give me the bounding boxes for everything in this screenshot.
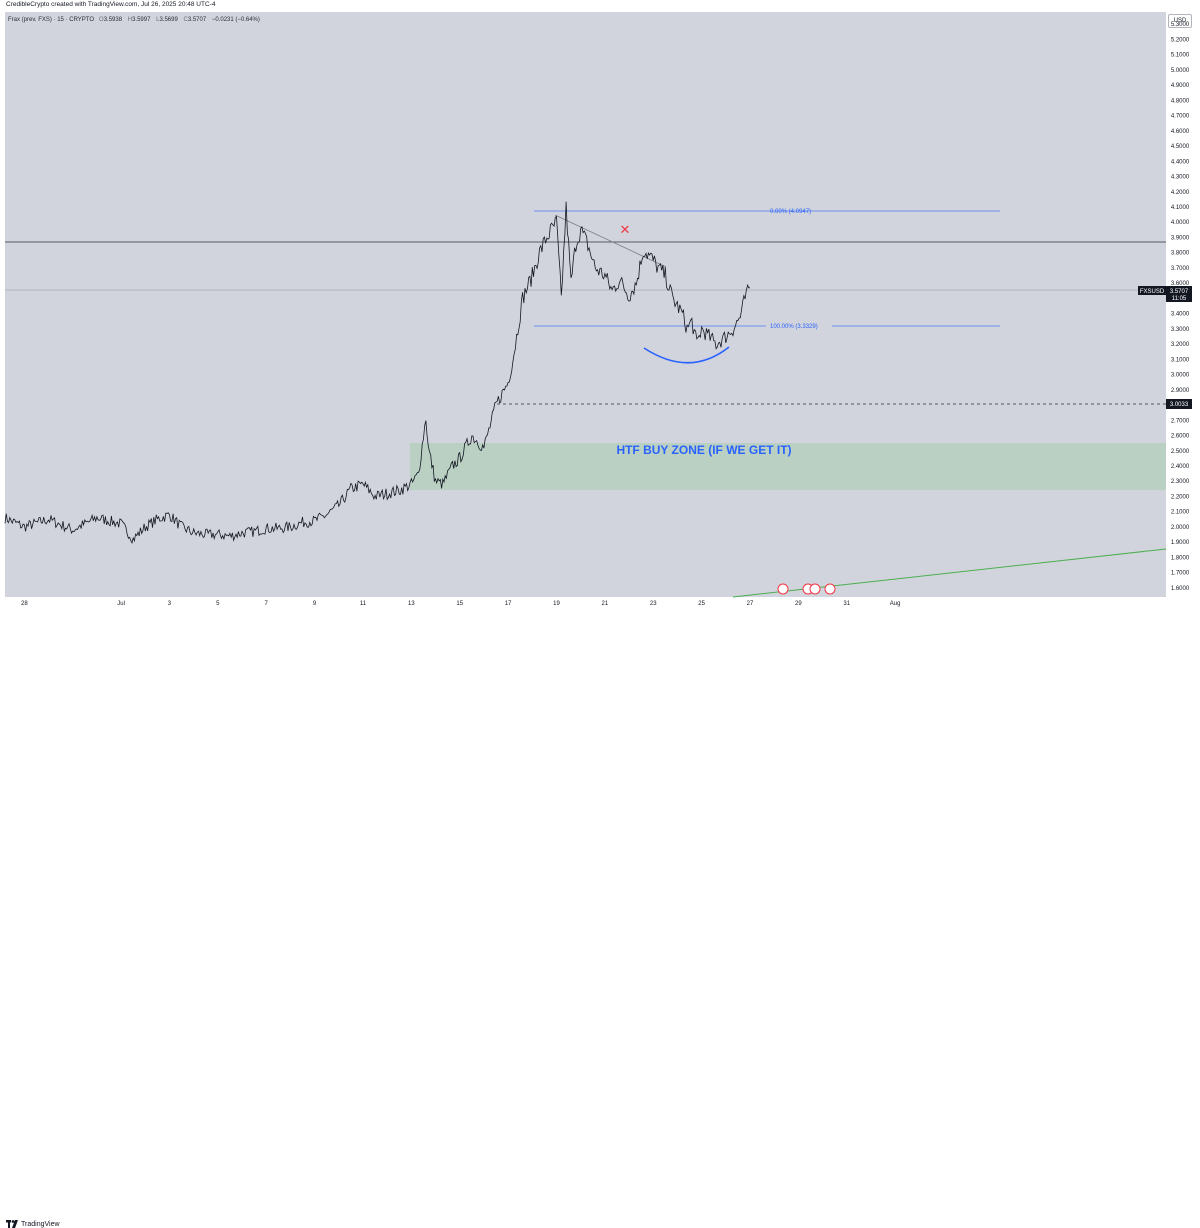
- x-tick-label: 31: [843, 601, 850, 607]
- x-tick-label: 13: [408, 601, 415, 607]
- y-tick-label: 2.4000: [1171, 464, 1190, 470]
- x-tick-label: 5: [216, 601, 220, 607]
- rounded-bottom-arc[interactable]: [644, 347, 729, 363]
- price-series-group: [5, 202, 750, 543]
- y-tick-label: 3.2000: [1171, 342, 1190, 348]
- current-price-badge: 3.5707: [1170, 289, 1189, 295]
- x-tick-label: Aug: [890, 601, 901, 607]
- tradingview-logo[interactable]: TradingView: [6, 1220, 60, 1228]
- x-tick-label: 28: [21, 601, 28, 607]
- event-flag-icon[interactable]: [825, 584, 835, 594]
- y-tick-labels: 5.3000 5.2000 5.1000 5.0000 4.9000 4.8000 4.70…: [1171, 22, 1190, 592]
- y-tick-label: 3.0000: [1171, 373, 1190, 379]
- chart-svg: HTF BUY ZONE (IF WE GET IT) 0.00% (4.094…: [0, 0, 1200, 626]
- y-tick-label: 2.5000: [1171, 449, 1190, 455]
- y-tick-label: 2.1000: [1171, 510, 1190, 516]
- x-tick-label: 17: [505, 601, 512, 607]
- x-tick-label: 7: [265, 601, 269, 607]
- y-tick-label: 4.2000: [1171, 190, 1190, 196]
- y-tick-label: 2.9000: [1171, 388, 1190, 394]
- y-tick-label: 2.0000: [1171, 525, 1190, 531]
- y-tick-label: 4.9000: [1171, 83, 1190, 89]
- y-tick-label: 3.8000: [1171, 251, 1190, 257]
- y-tick-label: 4.6000: [1171, 129, 1190, 135]
- x-tick-label: 15: [456, 601, 463, 607]
- x-tick-label: 23: [650, 601, 657, 607]
- y-tick-label: 2.6000: [1171, 434, 1190, 440]
- y-tick-label: 3.3000: [1171, 327, 1190, 333]
- x-tick-labels: 28 Jul 3 5 7 9 11 13 15 17 19 21 23 25 27 29 31 Aug: [21, 601, 900, 607]
- y-tick-label: 5.2000: [1171, 37, 1190, 43]
- event-flag-icon[interactable]: [810, 584, 820, 594]
- x-tick-label: Jul: [117, 601, 125, 607]
- fib-top-label: 0.00% (4.0947): [770, 209, 811, 215]
- y-tick-label: 3.1000: [1171, 357, 1190, 363]
- y-tick-label: 1.9000: [1171, 540, 1190, 546]
- descending-trendline[interactable]: [555, 215, 666, 267]
- buy-zone-label: HTF BUY ZONE (IF WE GET IT): [616, 443, 791, 457]
- y-tick-label: 5.0000: [1171, 68, 1190, 74]
- footer: TradingView: [0, 608, 1200, 626]
- x-tick-label: 21: [602, 601, 609, 607]
- y-tick-label: 4.3000: [1171, 175, 1190, 181]
- y-tick-label: 1.8000: [1171, 555, 1190, 561]
- economic-events[interactable]: [778, 584, 835, 594]
- y-tick-label: 5.3000: [1171, 22, 1190, 28]
- red-cross-mark: ✕: [620, 222, 631, 237]
- level-price-badge: 3.0033: [1170, 402, 1189, 408]
- x-tick-label: 25: [698, 601, 705, 607]
- tradingview-logo-icon: [6, 1220, 18, 1228]
- x-tick-label: 29: [795, 601, 802, 607]
- x-tick-label: 11: [360, 601, 367, 607]
- fib-bottom-label: 100.00% (3.3329): [770, 324, 818, 330]
- ticker-badge: FXSUSD: [1140, 289, 1165, 295]
- x-tick-label: 27: [747, 601, 754, 607]
- y-tick-label: 4.8000: [1171, 98, 1190, 104]
- y-tick-label: 1.7000: [1171, 571, 1190, 577]
- y-tick-label: 2.3000: [1171, 479, 1190, 485]
- green-trendline[interactable]: [733, 549, 1166, 597]
- y-tick-label: 3.4000: [1171, 312, 1190, 318]
- y-tick-label: 4.7000: [1171, 114, 1190, 120]
- y-tick-label: 5.1000: [1171, 53, 1190, 59]
- y-tick-label: 3.9000: [1171, 235, 1190, 241]
- y-tick-label: 2.7000: [1171, 418, 1190, 424]
- event-flag-icon[interactable]: [778, 584, 788, 594]
- x-tick-label: 19: [553, 601, 560, 607]
- y-tick-label: 4.0000: [1171, 220, 1190, 226]
- y-tick-label: 4.4000: [1171, 159, 1190, 165]
- x-tick-label: 9: [313, 601, 317, 607]
- price-series-line[interactable]: [5, 202, 750, 543]
- y-tick-label: 3.7000: [1171, 266, 1190, 272]
- y-tick-label: 4.5000: [1171, 144, 1190, 150]
- x-tick-label: 3: [168, 601, 172, 607]
- countdown-badge: 11:05: [1172, 296, 1187, 302]
- y-tick-label: 1.6000: [1171, 586, 1190, 592]
- y-tick-label: 4.1000: [1171, 205, 1190, 211]
- tradingview-brand: TradingView: [21, 1221, 60, 1228]
- y-tick-label: 2.2000: [1171, 494, 1190, 500]
